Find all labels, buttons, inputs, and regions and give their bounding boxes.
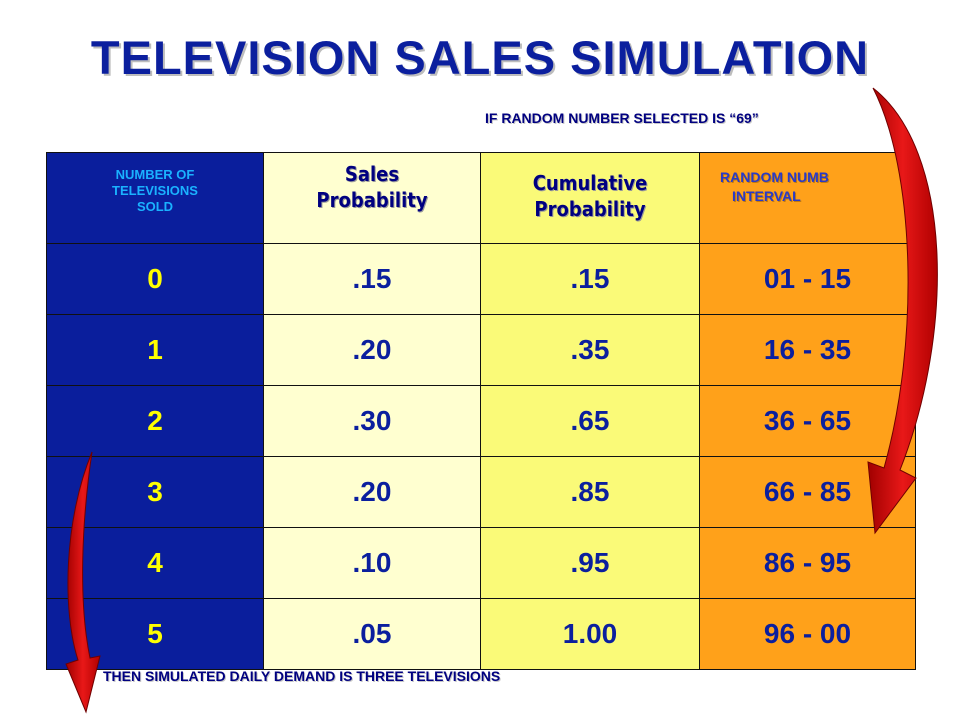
cell-random-number-interval: 96 - 00: [699, 598, 916, 670]
cell-televisions-sold: 5: [46, 598, 264, 670]
cell-sales-probability: .30: [263, 385, 481, 457]
header-televisions-sold: NUMBER OF TELEVISIONS SOLD: [46, 152, 264, 244]
slide-title: TELEVISION SALES SIMULATION: [90, 31, 870, 84]
table-row: 1.20.35 16 - 35: [46, 314, 916, 386]
table-header-row: NUMBER OF TELEVISIONS SOLD Sales Probabi…: [46, 152, 916, 244]
cell-random-number-interval: 01 - 15: [699, 243, 916, 315]
cell-cumulative-probability: .35: [480, 314, 700, 386]
cell-sales-probability: .05: [263, 598, 481, 670]
simulated-demand-note: THEN SIMULATED DAILY DEMAND IS THREE TEL…: [103, 668, 501, 684]
cell-sales-probability: .15: [263, 243, 481, 315]
cell-sales-probability: .20: [263, 314, 481, 386]
header-cumulative-probability: Cumulative Probability: [480, 152, 700, 244]
cell-televisions-sold: 0: [46, 243, 264, 315]
random-number-note: IF RANDOM NUMBER SELECTED IS “69”: [485, 110, 759, 126]
cell-sales-probability: .20: [263, 456, 481, 528]
cell-cumulative-probability: 1.00: [480, 598, 700, 670]
cell-random-number-interval: 36 - 65: [699, 385, 916, 457]
curved-arrow-right-icon: [867, 87, 938, 535]
header-random-number-interval: RANDOM NUMB INTERVAL: [699, 152, 916, 244]
cell-televisions-sold: 1: [46, 314, 264, 386]
table-body: 0.15.15 01 - 15 1.20.35 16 - 35 2.30.65 36 - …: [46, 243, 916, 670]
table-row: 5.05 1.00 96 - 00: [46, 598, 916, 670]
cell-cumulative-probability: .15: [480, 243, 700, 315]
cell-sales-probability: .10: [263, 527, 481, 599]
header-sales-probability: Sales Probability: [263, 152, 481, 244]
cell-cumulative-probability: .95: [480, 527, 700, 599]
cell-random-number-interval: 16 - 35: [699, 314, 916, 386]
cell-cumulative-probability: .65: [480, 385, 700, 457]
table-row: 0.15.15 01 - 15: [46, 243, 916, 315]
table-row: 2.30.65 36 - 65: [46, 385, 916, 457]
simulation-table: NUMBER OF TELEVISIONS SOLD Sales Probabi…: [46, 152, 916, 670]
curved-arrow-left-icon: [65, 451, 101, 714]
